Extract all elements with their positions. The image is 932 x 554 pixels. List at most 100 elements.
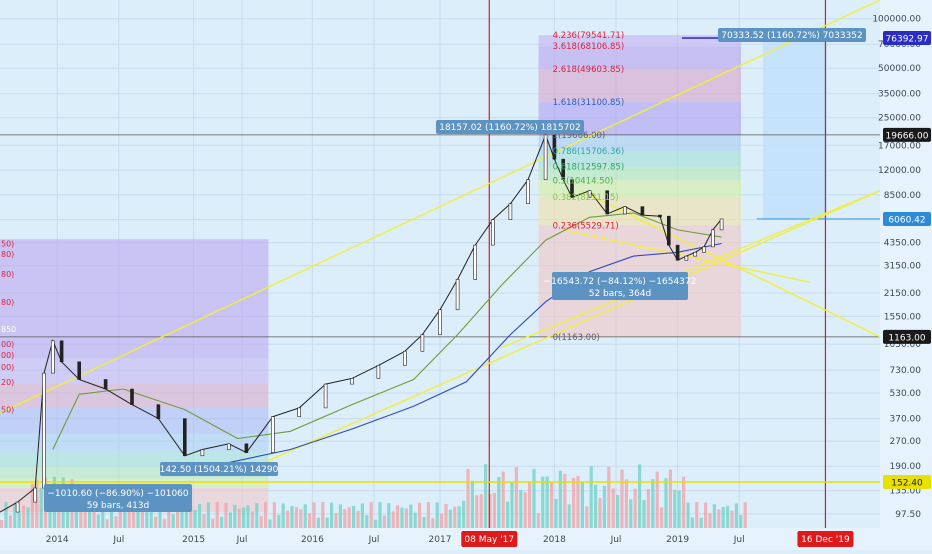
volume-bar — [479, 494, 483, 528]
price-candle — [42, 372, 46, 489]
early-gain-label: 142.50 (1504.21%) 14290 — [160, 465, 279, 475]
price-candle — [640, 206, 645, 216]
volume-bar — [730, 510, 734, 528]
fib-level-label: 0.5(10414.50) — [553, 176, 614, 186]
volume-bar — [739, 514, 743, 528]
y-tick-label: 70000.00 — [878, 40, 921, 50]
x-tick-label: 2015 — [182, 535, 205, 545]
volume-bar — [532, 468, 536, 528]
y-tick-label: 190.00 — [890, 462, 922, 472]
fib-zone-band — [538, 166, 741, 181]
price-candle — [297, 407, 302, 418]
volume-bar — [140, 504, 144, 528]
fib-level-label-left: 20) — [1, 378, 14, 387]
y-tick-label: 12000.00 — [878, 166, 921, 176]
volume-bar — [598, 498, 602, 528]
date-tag-box — [461, 531, 518, 547]
price-candle — [666, 215, 671, 246]
volume-bar — [607, 466, 611, 528]
volume-bar — [105, 519, 109, 528]
y-tick-label: 4350.00 — [884, 239, 921, 249]
date-tag-label: 08 May '17 — [464, 535, 514, 545]
price-candle — [552, 134, 557, 160]
fib-level-label: 1(19666.00) — [553, 131, 606, 141]
fib-level-label: 4.236(79541.71) — [553, 31, 625, 41]
early-drawdown-bars-label: 59 bars, 413d — [87, 501, 150, 511]
volume-bar — [712, 504, 716, 528]
volume-bar — [492, 492, 496, 528]
drawdown-label-box — [552, 272, 688, 300]
x-tick-label: Jul — [610, 535, 622, 545]
price-candle — [376, 365, 381, 379]
y-tick-label: 530.00 — [890, 389, 922, 399]
volume-bar — [268, 519, 272, 528]
volume-bar — [184, 506, 188, 528]
volume-bar — [519, 490, 523, 528]
fib-level-label-left: 00) — [1, 340, 14, 349]
volume-bar — [580, 481, 584, 528]
volume-bar — [734, 503, 738, 528]
price-candle — [455, 279, 460, 311]
volume-bar — [88, 510, 92, 528]
volume-bar — [325, 517, 329, 528]
fib-zone-band — [538, 150, 741, 167]
volume-bar — [83, 506, 87, 528]
volume-bar — [396, 505, 400, 528]
price-candle — [50, 340, 55, 374]
volume-bar — [211, 518, 215, 528]
price-tag-box — [883, 127, 931, 142]
volume-bar — [382, 515, 386, 528]
projection-box — [762, 35, 828, 219]
volume-bar — [167, 502, 171, 528]
early-drawdown-label-box — [44, 484, 192, 512]
volume-bar — [690, 517, 694, 528]
volume-bar — [154, 516, 158, 528]
volume-bar — [158, 502, 162, 528]
fib-zone-band — [538, 46, 741, 69]
price-candle — [402, 350, 407, 366]
price-candle — [183, 418, 187, 457]
trend-line — [580, 190, 881, 338]
fib-level-label: 1.618(31100.85) — [553, 98, 625, 108]
volume-bar — [149, 502, 153, 528]
volume-bar — [655, 471, 659, 528]
volume-bar — [448, 509, 452, 528]
fib-zone-band — [538, 35, 741, 47]
fib-level-label-left: 850 — [1, 325, 16, 334]
volume-bar — [514, 467, 518, 528]
volume-bar — [673, 489, 677, 528]
volume-bar — [338, 504, 342, 528]
price-candle — [130, 388, 134, 405]
price-candle — [622, 206, 627, 215]
projection-label-box — [718, 28, 866, 42]
y-tick-label: 1050.00 — [884, 340, 921, 350]
y-tick-label: 1550.00 — [884, 312, 921, 322]
moving-averages — [52, 212, 722, 464]
fib-level-label-left: 50) — [1, 239, 14, 248]
volume-bar — [440, 513, 444, 528]
volume-bar — [677, 490, 681, 528]
x-tick-label: 2017 — [429, 535, 452, 545]
price-tag-label: 1163.00 — [888, 333, 925, 343]
volume-bar — [633, 488, 637, 528]
volume-bar — [303, 504, 307, 528]
volume-bar — [594, 484, 598, 528]
fib-zone-band — [0, 239, 269, 359]
volume-bar — [171, 514, 175, 528]
fib-level-label-left: 80) — [1, 250, 14, 259]
price-candle — [350, 378, 354, 385]
volume-bar — [17, 511, 21, 528]
price-candle — [323, 383, 328, 409]
price-tag-label: 6060.42 — [888, 215, 925, 225]
y-tick-label: 25000.00 — [878, 114, 921, 124]
price-series — [0, 133, 724, 513]
volume-bar — [536, 513, 540, 528]
volume-bar — [110, 502, 114, 528]
y-tick-label: 8500.00 — [884, 191, 921, 201]
x-tick-label: 2019 — [666, 535, 689, 545]
fib-level-label: 3.618(68106.85) — [553, 42, 625, 52]
y-tick-label: 35000.00 — [878, 90, 921, 100]
price-candle — [570, 179, 574, 198]
